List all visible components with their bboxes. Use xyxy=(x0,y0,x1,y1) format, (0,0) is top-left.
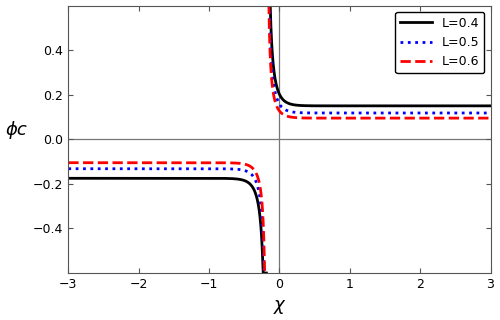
L=0.5 xyxy=(238,168,244,172)
L=0.5 xyxy=(150,167,156,171)
L=0.4 xyxy=(100,176,105,180)
L=0.5 xyxy=(264,271,270,275)
L=0.4 xyxy=(142,176,148,180)
L=0.5 xyxy=(66,167,71,171)
Y-axis label: ϕc: ϕc xyxy=(6,121,28,139)
Line: L=0.4: L=0.4 xyxy=(68,178,266,273)
L=0.6 xyxy=(238,162,244,165)
Line: L=0.5: L=0.5 xyxy=(68,169,266,273)
L=0.4 xyxy=(260,271,266,275)
Legend: L=0.4, L=0.5, L=0.6: L=0.4, L=0.5, L=0.6 xyxy=(396,12,484,73)
L=0.6 xyxy=(150,161,156,164)
L=0.4 xyxy=(88,176,94,180)
L=0.6 xyxy=(142,161,148,164)
L=0.4 xyxy=(264,271,270,275)
L=0.5 xyxy=(88,167,94,171)
L=0.4 xyxy=(66,176,71,180)
L=0.6 xyxy=(66,161,71,164)
L=0.4 xyxy=(150,176,156,180)
Line: L=0.6: L=0.6 xyxy=(68,163,266,273)
L=0.6 xyxy=(88,161,94,164)
L=0.5 xyxy=(261,271,267,275)
L=0.6 xyxy=(100,161,105,164)
L=0.4 xyxy=(238,178,244,181)
L=0.5 xyxy=(100,167,105,171)
L=0.5 xyxy=(260,226,266,230)
X-axis label: χ: χ xyxy=(274,296,284,315)
L=0.6 xyxy=(260,208,266,212)
L=0.5 xyxy=(142,167,148,171)
L=0.6 xyxy=(262,271,268,275)
L=0.6 xyxy=(264,271,270,275)
L=0.4 xyxy=(260,253,266,257)
